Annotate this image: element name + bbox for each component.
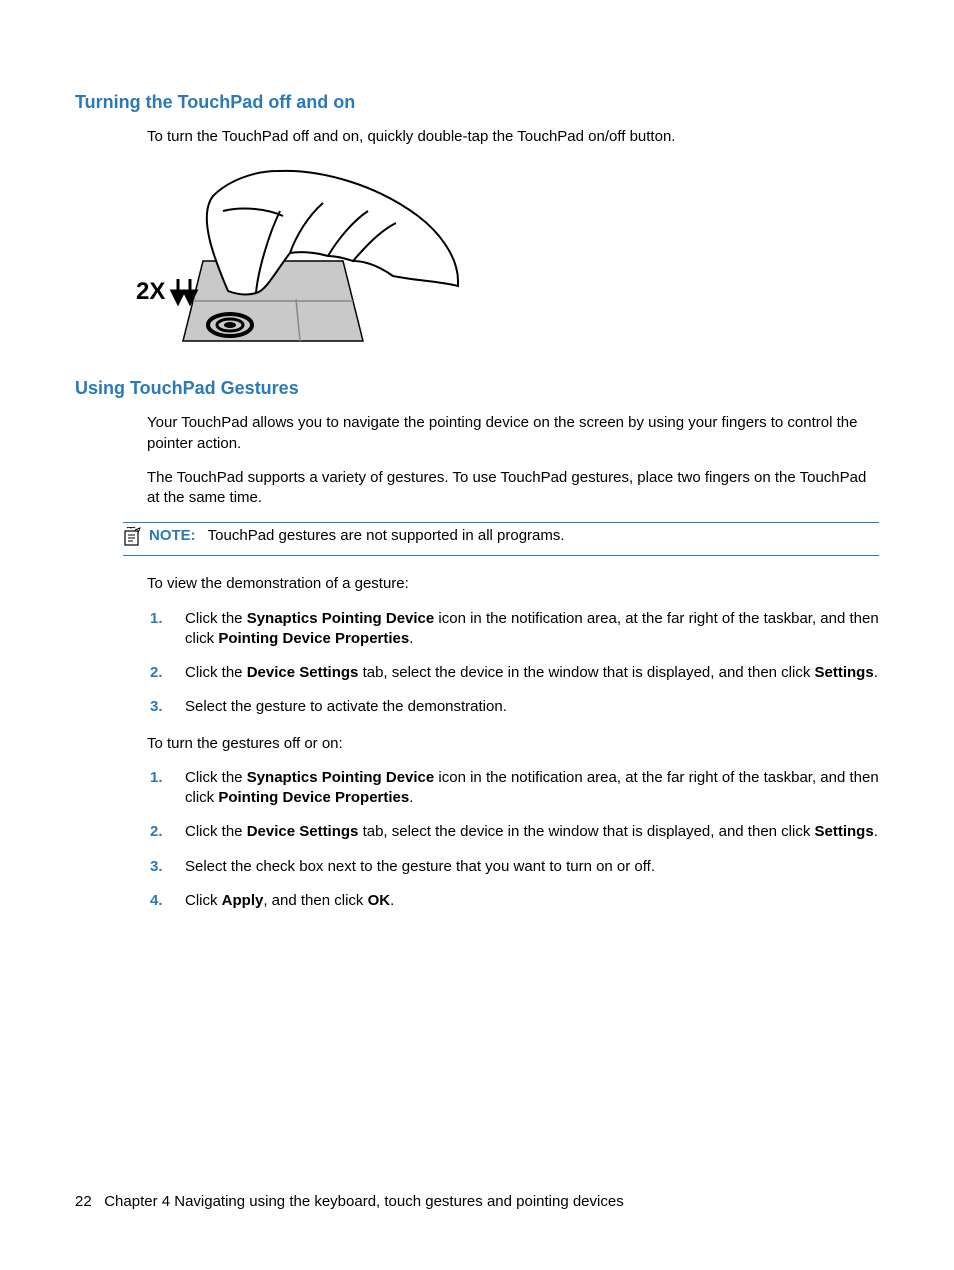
ordered-list-view-demo: 1.Click the Synaptics Pointing Device ic…: [75, 609, 879, 718]
page-number: 22: [75, 1193, 92, 1210]
note-label: NOTE:: [149, 527, 196, 544]
list-item: 3.Select the check box next to the gestu…: [185, 857, 879, 877]
paragraph: Your TouchPad allows you to navigate the…: [147, 413, 879, 454]
paragraph: To turn the gestures off or on:: [147, 734, 879, 754]
list-item: 4.Click Apply, and then click OK.: [185, 891, 879, 911]
document-page: Turning the TouchPad off and on To turn …: [0, 0, 954, 911]
list-item: 1.Click the Synaptics Pointing Device ic…: [185, 609, 879, 650]
paragraph: The TouchPad supports a variety of gestu…: [147, 468, 879, 509]
list-item: 2.Click the Device Settings tab, select …: [185, 663, 879, 683]
ordered-list-toggle-gestures: 1.Click the Synaptics Pointing Device ic…: [75, 768, 879, 911]
step-number: 2.: [150, 663, 163, 683]
step-number: 3.: [150, 857, 163, 877]
note-icon: [123, 527, 145, 551]
note-text: TouchPad gestures are not supported in a…: [208, 527, 565, 544]
page-footer: 22 Chapter 4 Navigating using the keyboa…: [75, 1193, 624, 1210]
list-item: 3.Select the gesture to activate the dem…: [185, 697, 879, 717]
step-number: 4.: [150, 891, 163, 911]
touchpad-double-tap-illustration: 2X: [128, 161, 879, 356]
note-callout: NOTE: TouchPad gestures are not supporte…: [123, 522, 879, 556]
paragraph: To turn the TouchPad off and on, quickly…: [147, 127, 879, 147]
step-number: 3.: [150, 697, 163, 717]
step-number: 2.: [150, 822, 163, 842]
step-number: 1.: [150, 609, 163, 629]
section-heading-turning-off-on: Turning the TouchPad off and on: [75, 92, 879, 113]
list-item: 1.Click the Synaptics Pointing Device ic…: [185, 768, 879, 809]
list-item: 2.Click the Device Settings tab, select …: [185, 822, 879, 842]
paragraph: To view the demonstration of a gesture:: [147, 574, 879, 594]
step-number: 1.: [150, 768, 163, 788]
section-heading-using-gestures: Using TouchPad Gestures: [75, 378, 879, 399]
chapter-title: Chapter 4 Navigating using the keyboard,…: [104, 1193, 624, 1210]
illustration-2x-label: 2X: [136, 278, 165, 305]
